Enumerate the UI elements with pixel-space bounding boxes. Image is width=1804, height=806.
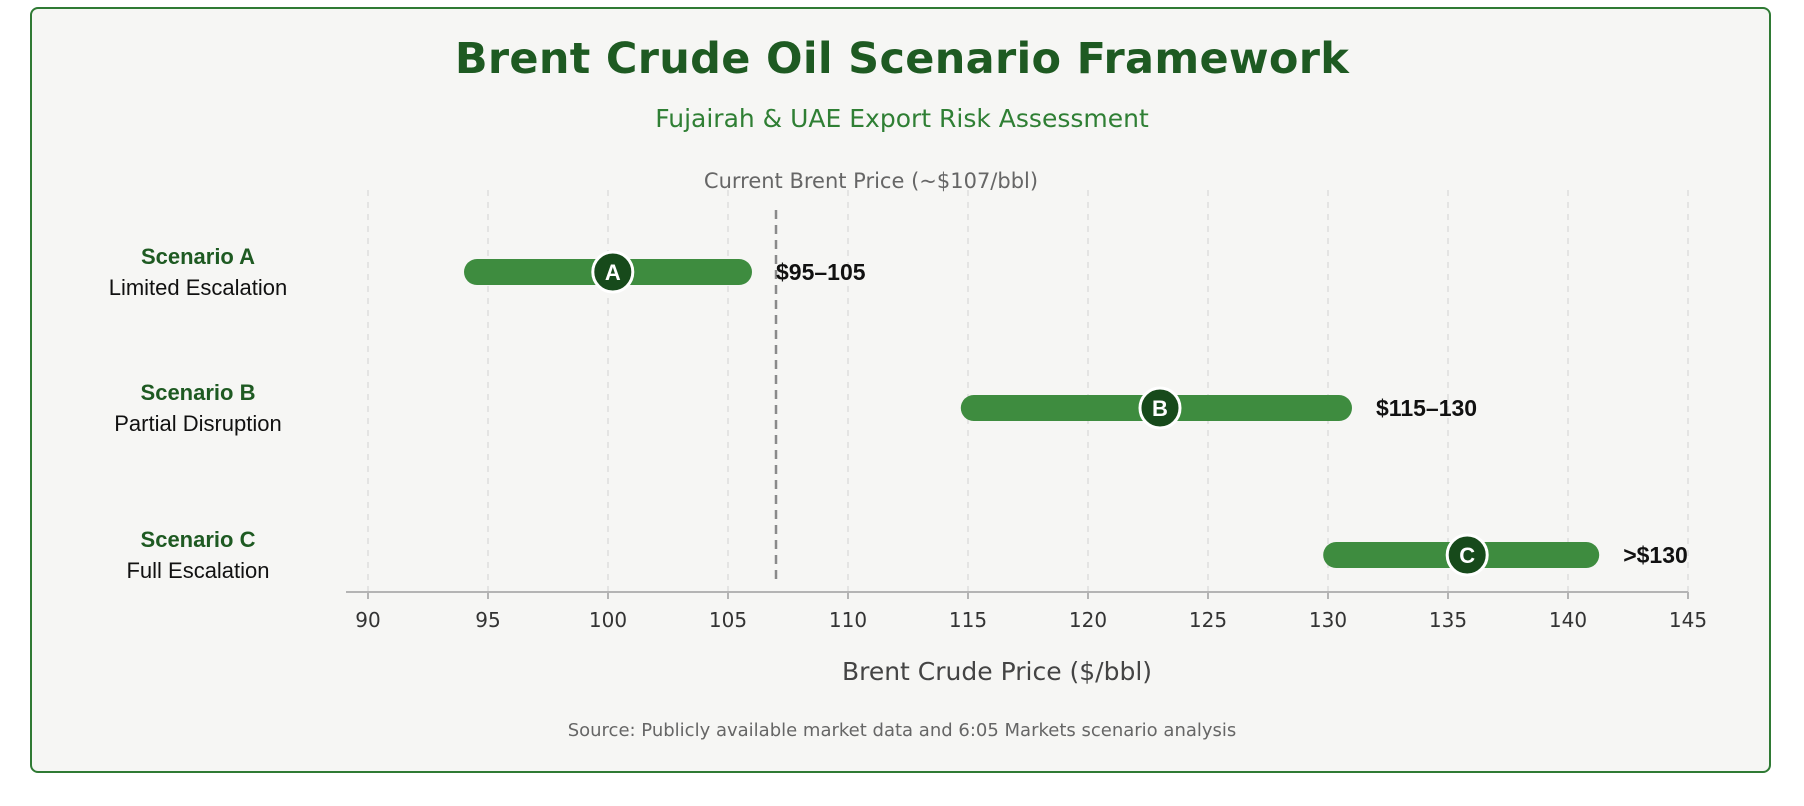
x-tick-label: 145 bbox=[1669, 608, 1707, 632]
scenario-marker-letter: C bbox=[1459, 543, 1475, 568]
current-price-label: Current Brent Price (~$107/bbl) bbox=[704, 169, 1038, 193]
x-tick-label: 130 bbox=[1309, 608, 1347, 632]
range-value-label: $115–130 bbox=[1376, 395, 1477, 421]
x-tick-label: 100 bbox=[589, 608, 627, 632]
range-value-label: $95–105 bbox=[776, 259, 866, 285]
range-value-label: >$130 bbox=[1623, 542, 1688, 568]
scenario-description: Full Escalation bbox=[126, 558, 269, 583]
x-tick-label: 125 bbox=[1189, 608, 1227, 632]
x-tick-label: 90 bbox=[355, 608, 380, 632]
chart-card bbox=[30, 7, 1771, 773]
x-tick-label: 115 bbox=[949, 608, 987, 632]
scenario-marker-letter: A bbox=[605, 260, 621, 285]
chart-title: Brent Crude Oil Scenario Framework bbox=[454, 34, 1350, 84]
x-axis-label: Brent Crude Price ($/bbl) bbox=[842, 657, 1152, 686]
scenario-description: Limited Escalation bbox=[109, 275, 288, 300]
scenario-name: Scenario A bbox=[141, 244, 255, 269]
x-tick-label: 135 bbox=[1429, 608, 1467, 632]
scenario-name: Scenario C bbox=[141, 527, 256, 552]
scenario-marker bbox=[591, 250, 635, 294]
chart-subtitle: Fujairah & UAE Export Risk Assessment bbox=[655, 104, 1149, 133]
x-tick-label: 105 bbox=[709, 608, 747, 632]
scenario-marker-letter: B bbox=[1152, 396, 1168, 421]
source-note: Source: Publicly available market data a… bbox=[567, 720, 1237, 741]
scenario-description: Partial Disruption bbox=[114, 411, 282, 436]
x-tick-label: 140 bbox=[1549, 608, 1587, 632]
scenario-marker bbox=[1445, 533, 1489, 577]
scenario-name: Scenario B bbox=[141, 380, 256, 405]
scenario-marker bbox=[1138, 386, 1182, 430]
x-tick-label: 110 bbox=[829, 608, 867, 632]
x-tick-label: 95 bbox=[475, 608, 500, 632]
x-tick-label: 120 bbox=[1069, 608, 1107, 632]
